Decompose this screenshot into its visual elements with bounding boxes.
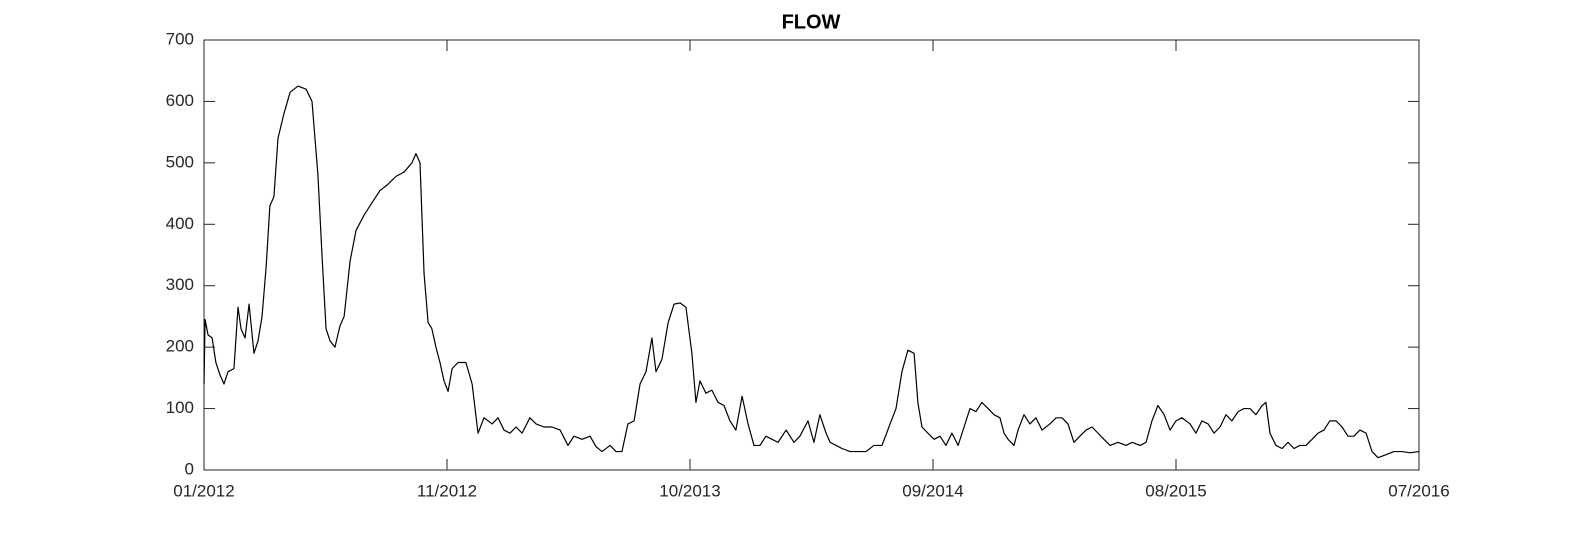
x-tick-label: 07/2016: [1388, 481, 1449, 500]
y-tick-label: 300: [166, 275, 194, 294]
flow-line: [203, 85, 1420, 459]
y-tick-label: 400: [166, 214, 194, 233]
x-tick-label: 11/2012: [417, 481, 477, 500]
y-tick-label: 200: [166, 337, 194, 356]
y-tick-label: 600: [166, 91, 194, 110]
y-tick-label: 0: [185, 459, 194, 478]
y-tick-label: 700: [166, 29, 194, 48]
x-tick-label: 09/2014: [902, 481, 963, 500]
x-tick-label: 10/2013: [659, 481, 720, 500]
axes-box: [203, 39, 1420, 471]
y-tick-label: 100: [166, 398, 194, 417]
y-tick-label: 500: [166, 152, 194, 171]
x-tick-label: 08/2015: [1145, 481, 1206, 500]
chart-title: FLOW: [782, 11, 841, 33]
x-tick-label: 01/2012: [173, 481, 234, 500]
